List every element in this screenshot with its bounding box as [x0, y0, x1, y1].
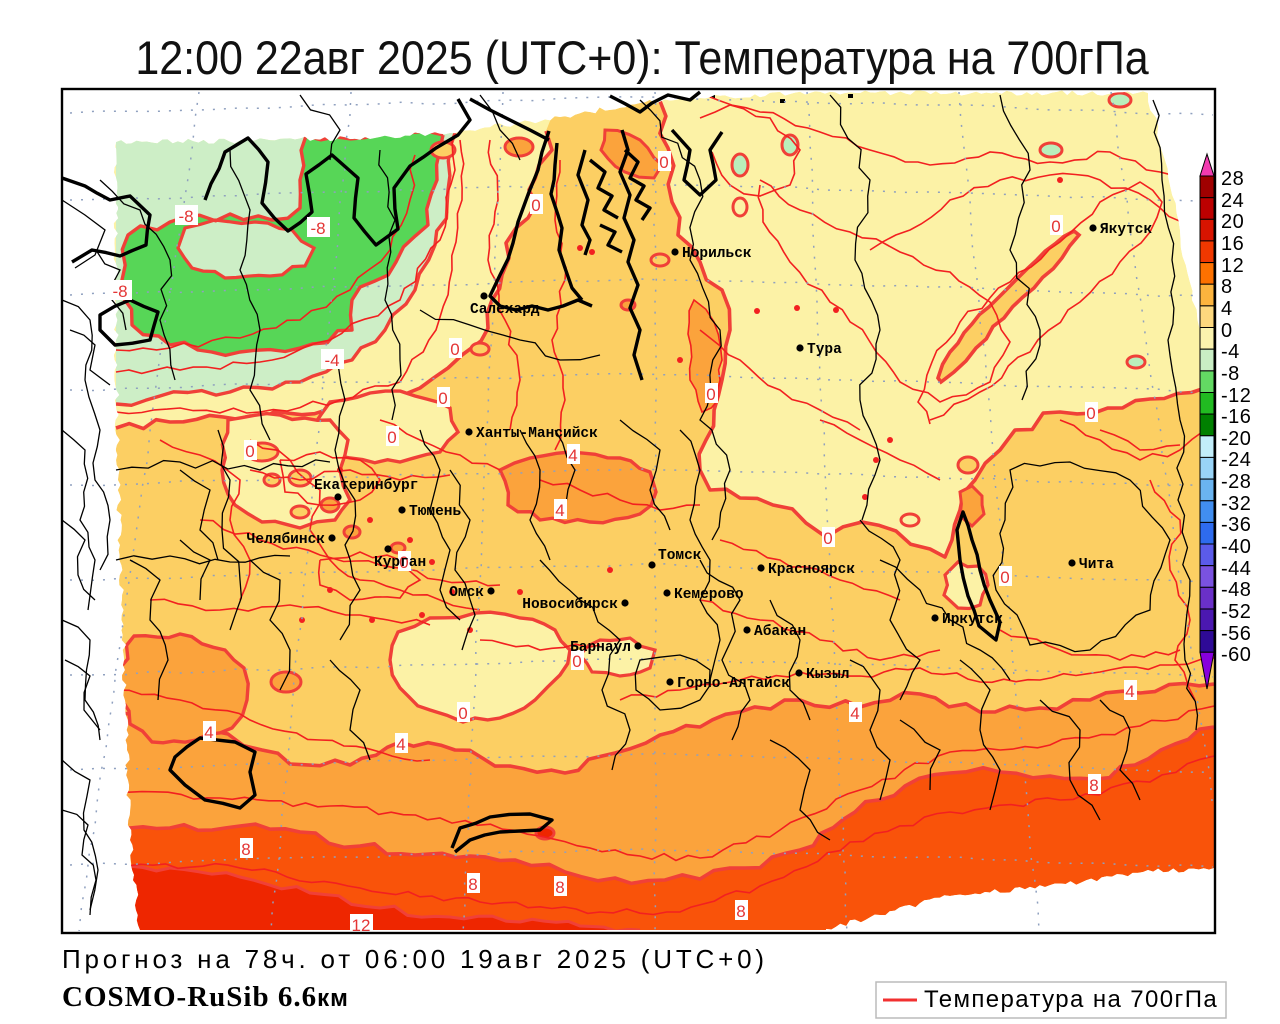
svg-text:Иркутск: Иркутск — [942, 612, 1003, 628]
svg-text:-4: -4 — [324, 351, 339, 370]
svg-text:0: 0 — [531, 196, 540, 215]
svg-text:0: 0 — [245, 442, 254, 461]
svg-text:-40: -40 — [1221, 536, 1251, 558]
svg-text:16: 16 — [1221, 233, 1244, 255]
svg-text:Горно-Алтайск: Горно-Алтайск — [677, 676, 790, 692]
svg-text:0: 0 — [572, 652, 581, 671]
svg-text:4: 4 — [1221, 298, 1233, 320]
svg-text:12:00 22авг 2025 (UTC+0): Темп: 12:00 22авг 2025 (UTC+0): Температура на… — [135, 31, 1149, 84]
svg-text:0: 0 — [438, 389, 447, 408]
svg-text:Курган: Курган — [374, 555, 426, 571]
svg-text:0: 0 — [1051, 217, 1060, 236]
svg-text:8: 8 — [1089, 776, 1098, 795]
svg-text:Кызыл: Кызыл — [806, 667, 850, 683]
svg-text:0: 0 — [1000, 568, 1009, 587]
svg-text:-56: -56 — [1221, 623, 1251, 645]
svg-text:0: 0 — [659, 153, 668, 172]
svg-text:0: 0 — [1221, 320, 1233, 342]
svg-text:-8: -8 — [178, 207, 193, 226]
svg-text:4: 4 — [850, 704, 859, 723]
svg-text:-8: -8 — [310, 219, 325, 238]
svg-text:Прогноз на 78ч. от 06:00 19авг: Прогноз на 78ч. от 06:00 19авг 2025 (UTC… — [62, 944, 768, 974]
svg-text:-28: -28 — [1221, 471, 1251, 493]
svg-text:-8: -8 — [1221, 363, 1240, 385]
svg-text:-44: -44 — [1221, 558, 1251, 580]
svg-text:8: 8 — [241, 840, 250, 859]
svg-text:20: 20 — [1221, 211, 1244, 233]
svg-text:-32: -32 — [1221, 493, 1251, 515]
svg-text:24: 24 — [1221, 190, 1244, 212]
svg-text:4: 4 — [568, 446, 577, 465]
svg-text:Тюмень: Тюмень — [409, 504, 462, 520]
svg-text:4: 4 — [555, 501, 564, 520]
svg-text:0: 0 — [1086, 404, 1095, 423]
svg-text:28: 28 — [1221, 168, 1244, 190]
svg-text:8: 8 — [555, 878, 564, 897]
svg-text:Ханты-Мансийск: Ханты-Мансийск — [476, 426, 598, 442]
svg-text:-48: -48 — [1221, 579, 1251, 601]
svg-text:Екатеринбург: Екатеринбург — [314, 478, 418, 494]
svg-text:0: 0 — [706, 385, 715, 404]
svg-text:12: 12 — [352, 916, 371, 935]
svg-text:Челябинск: Челябинск — [247, 532, 326, 548]
svg-text:4: 4 — [396, 735, 405, 754]
svg-text:Томск: Томск — [658, 548, 702, 564]
svg-text:8: 8 — [736, 902, 745, 921]
svg-text:0: 0 — [450, 340, 459, 359]
svg-text:-24: -24 — [1221, 449, 1251, 471]
svg-text:0: 0 — [399, 553, 408, 572]
svg-text:Тура: Тура — [807, 342, 842, 358]
svg-text:-4: -4 — [1221, 341, 1240, 363]
svg-text:Новосибирск: Новосибирск — [522, 597, 618, 613]
svg-text:Салехард: Салехард — [470, 302, 540, 318]
svg-text:-52: -52 — [1221, 601, 1251, 623]
svg-text:0: 0 — [823, 529, 832, 548]
svg-text:Норильск: Норильск — [682, 246, 752, 262]
svg-text:Температура на 700гПа: Температура на 700гПа — [924, 986, 1218, 1013]
svg-text:0: 0 — [458, 704, 467, 723]
svg-text:4: 4 — [1125, 682, 1134, 701]
svg-text:-60: -60 — [1221, 644, 1251, 666]
svg-text:Красноярск: Красноярск — [768, 562, 855, 578]
svg-text:-12: -12 — [1221, 385, 1251, 407]
svg-text:-16: -16 — [1221, 406, 1251, 428]
svg-text:-36: -36 — [1221, 514, 1251, 536]
svg-text:12: 12 — [1221, 255, 1244, 277]
svg-text:Чита: Чита — [1079, 557, 1114, 573]
svg-text:COSMO-RuSib 6.6км: COSMO-RuSib 6.6км — [62, 981, 349, 1013]
svg-text:-20: -20 — [1221, 428, 1251, 450]
svg-text:Барнаул: Барнаул — [570, 640, 631, 656]
svg-text:0: 0 — [387, 428, 396, 447]
svg-text:Якутск: Якутск — [1100, 222, 1153, 238]
svg-text:Омск: Омск — [449, 585, 484, 601]
svg-text:Абакан: Абакан — [754, 624, 806, 640]
svg-text:Кемерово: Кемерово — [674, 587, 744, 603]
svg-text:8: 8 — [1221, 276, 1233, 298]
svg-text:4: 4 — [204, 723, 213, 742]
svg-text:8: 8 — [468, 875, 477, 894]
svg-text:-8: -8 — [112, 282, 127, 301]
